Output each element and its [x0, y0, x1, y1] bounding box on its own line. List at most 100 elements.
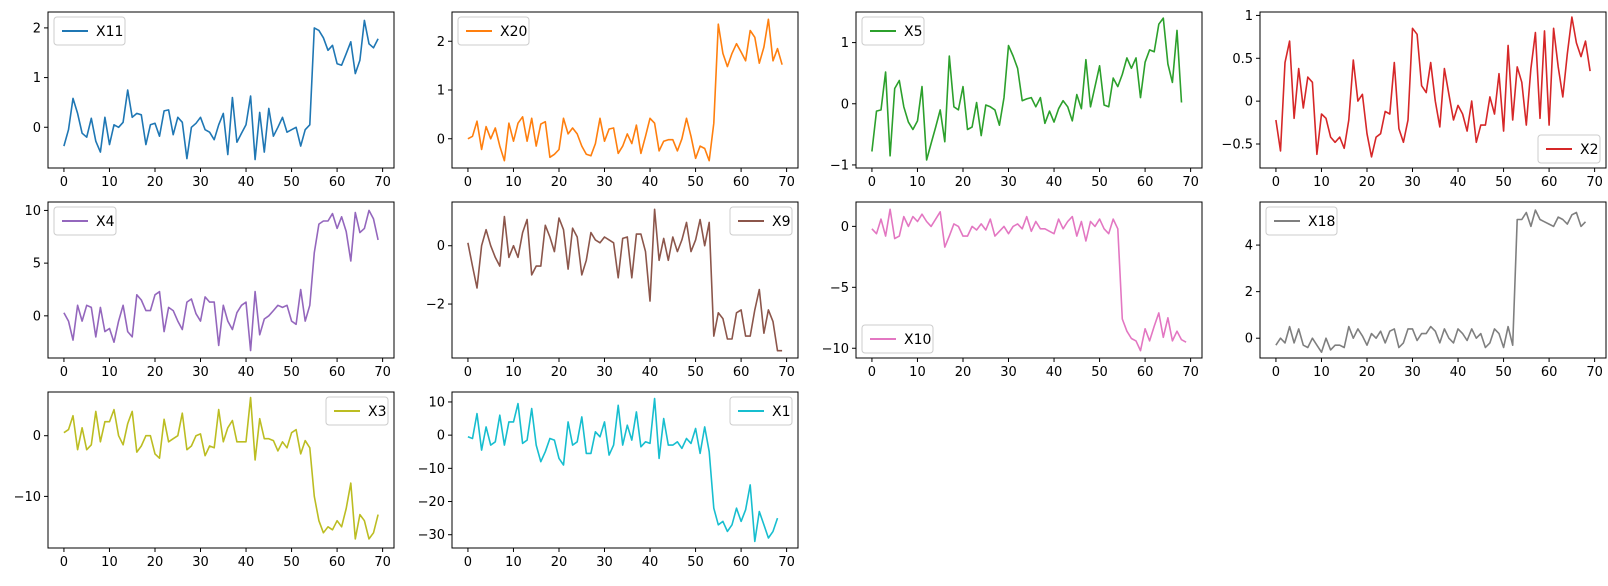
x-tick-label: 50 — [687, 175, 704, 190]
legend-box — [53, 16, 126, 46]
y-tick-label: 0 — [841, 97, 849, 112]
y-tick-label: 2 — [33, 21, 41, 36]
legend-label: X4 — [96, 214, 115, 230]
legend-label: X18 — [1308, 214, 1335, 230]
x-tick-label: 60 — [1137, 175, 1154, 190]
x-tick-label: 20 — [955, 175, 972, 190]
series-line-x3 — [63, 396, 379, 540]
y-tick-label: −2 — [426, 298, 445, 313]
y-tick-label: 0 — [33, 429, 41, 444]
y-tick-label: 0 — [437, 132, 445, 147]
y-tick-label: 1 — [841, 36, 849, 51]
subplot-8: 0 10 20 30 40 50 60 70 0 2 4 X18 — [1245, 201, 1607, 380]
x-tick-label: 10 — [505, 175, 522, 190]
y-tick-label: 0 — [1245, 95, 1253, 110]
x-tick-label: 10 — [505, 365, 522, 380]
legend-box — [457, 16, 530, 46]
y-tick-label: 0 — [33, 309, 41, 324]
y-tick-label: −30 — [418, 528, 445, 543]
y-tick-label: 1 — [437, 84, 445, 99]
x-tick-label: 40 — [642, 175, 659, 190]
x-tick-label: 20 — [147, 555, 164, 570]
x-tick-label: 70 — [778, 175, 795, 190]
x-tick-label: 0 — [60, 555, 68, 570]
x-tick-label: 50 — [283, 555, 300, 570]
x-tick-label: 40 — [1450, 365, 1467, 380]
subplot-5: 0 10 20 30 40 50 60 70 0 5 10 X4 — [24, 201, 395, 380]
x-tick-label: 50 — [283, 365, 300, 380]
y-tick-label: 1 — [1245, 9, 1253, 24]
x-tick-label: 70 — [1586, 365, 1603, 380]
x-tick-label: 60 — [329, 175, 346, 190]
series-line-x5 — [871, 17, 1183, 161]
subplot-7: 0 10 20 30 40 50 60 70 −10 −5 0 X10 — [822, 201, 1203, 380]
legend: X20 — [457, 16, 530, 46]
legend: X3 — [325, 396, 389, 426]
x-tick-label: 50 — [687, 555, 704, 570]
x-tick-label: 30 — [1404, 365, 1421, 380]
y-tick-label: −10 — [418, 462, 445, 477]
x-tick-label: 50 — [1091, 175, 1108, 190]
x-tick-label: 30 — [192, 555, 209, 570]
x-tick-label: 30 — [192, 365, 209, 380]
x-tick-label: 70 — [374, 175, 391, 190]
x-tick-label: 30 — [596, 555, 613, 570]
y-tick-label: −10 — [14, 490, 41, 505]
x-tick-label: 70 — [1182, 175, 1199, 190]
x-tick-label: 20 — [147, 175, 164, 190]
y-tick-label: 0 — [437, 429, 445, 444]
x-tick-label: 0 — [1272, 365, 1280, 380]
y-tick-label: 4 — [1245, 239, 1253, 254]
legend: X11 — [53, 16, 126, 46]
x-tick-label: 70 — [778, 555, 795, 570]
series-line-x9 — [467, 208, 783, 352]
x-tick-label: 60 — [329, 555, 346, 570]
x-tick-label: 40 — [1046, 365, 1063, 380]
y-tick-label: −20 — [418, 495, 445, 510]
x-tick-label: 70 — [374, 365, 391, 380]
x-tick-label: 40 — [642, 555, 659, 570]
x-tick-label: 50 — [1495, 175, 1512, 190]
x-tick-label: 30 — [192, 175, 209, 190]
series-line-x10 — [871, 208, 1187, 352]
x-tick-label: 50 — [1091, 365, 1108, 380]
y-tick-label: 0 — [437, 239, 445, 254]
x-tick-label: 30 — [1000, 175, 1017, 190]
legend: X4 — [53, 206, 117, 236]
subplot-6: 0 10 20 30 40 50 60 70 −2 0 X9 — [426, 201, 799, 380]
legend: X5 — [861, 16, 925, 46]
x-tick-label: 20 — [551, 365, 568, 380]
x-tick-label: 10 — [1313, 365, 1330, 380]
x-tick-label: 70 — [1182, 365, 1199, 380]
y-tick-label: −1 — [830, 158, 849, 173]
subplot-3: 0 10 20 30 40 50 60 70 −1 0 1 X5 — [830, 11, 1203, 190]
x-tick-label: 20 — [1359, 175, 1376, 190]
x-tick-label: 40 — [642, 365, 659, 380]
legend-label: X3 — [368, 404, 387, 420]
legend: X1 — [729, 396, 793, 426]
x-tick-label: 70 — [778, 365, 795, 380]
x-tick-label: 20 — [551, 175, 568, 190]
x-tick-label: 60 — [1137, 365, 1154, 380]
legend: X9 — [729, 206, 793, 236]
subplot-2: 0 10 20 30 40 50 60 70 0 1 2 X20 — [437, 11, 799, 190]
legend-label: X10 — [904, 332, 931, 348]
x-tick-label: 10 — [505, 555, 522, 570]
legend: X18 — [1265, 206, 1338, 236]
y-tick-label: −5 — [830, 281, 849, 296]
x-tick-label: 30 — [1404, 175, 1421, 190]
x-tick-label: 60 — [329, 365, 346, 380]
x-tick-label: 10 — [101, 175, 118, 190]
y-tick-label: −0.5 — [1221, 138, 1253, 153]
x-tick-label: 0 — [464, 365, 472, 380]
x-tick-label: 60 — [733, 175, 750, 190]
x-tick-label: 10 — [909, 175, 926, 190]
x-tick-label: 50 — [1495, 365, 1512, 380]
x-tick-label: 30 — [596, 175, 613, 190]
y-tick-label: 0 — [841, 220, 849, 235]
legend-label: X5 — [904, 24, 923, 40]
y-tick-label: 5 — [33, 257, 41, 272]
series-line-x2 — [1275, 16, 1591, 158]
x-tick-label: 0 — [464, 555, 472, 570]
